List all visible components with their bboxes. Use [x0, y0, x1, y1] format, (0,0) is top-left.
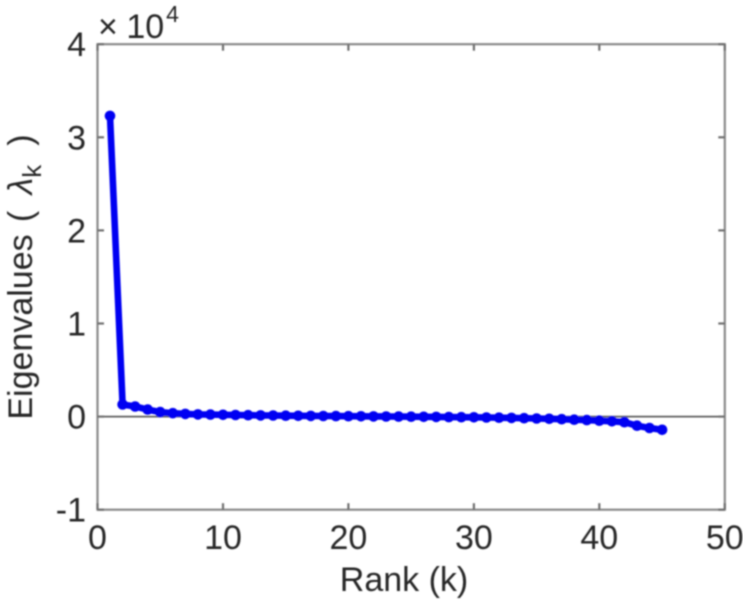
svg-text:0: 0	[88, 519, 107, 557]
svg-text:× 10 4: × 10 4	[98, 1, 179, 46]
svg-text:3: 3	[67, 119, 86, 157]
svg-text:50: 50	[706, 519, 743, 557]
svg-text:20: 20	[329, 519, 367, 557]
svg-text:40: 40	[580, 519, 618, 557]
svg-text:-1: -1	[56, 492, 86, 530]
svg-text:0: 0	[67, 399, 86, 437]
svg-text:1: 1	[67, 306, 86, 344]
svg-text:Eigenvalues ( λk ): Eigenvalues ( λk )	[2, 134, 47, 419]
svg-text:Rank (k): Rank (k)	[340, 561, 468, 599]
svg-text:4: 4	[67, 26, 86, 64]
svg-text:10: 10	[204, 519, 242, 557]
svg-text:2: 2	[67, 212, 86, 250]
svg-text:30: 30	[455, 519, 493, 557]
